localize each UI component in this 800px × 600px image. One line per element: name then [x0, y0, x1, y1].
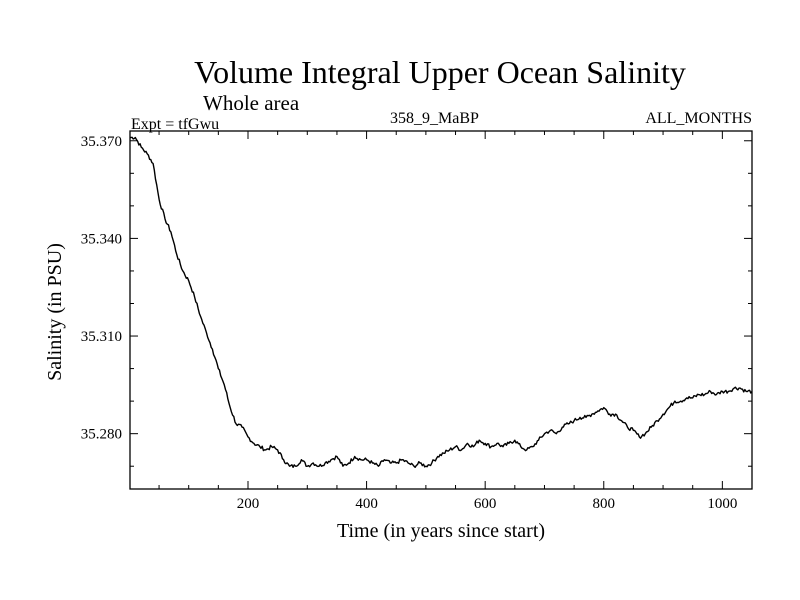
- y-tick-label: 35.310: [81, 329, 122, 345]
- run-label: 358_9_MaBP: [390, 110, 479, 127]
- x-tick-label: 800: [593, 496, 616, 512]
- y-axis-label: Salinity (in PSU): [44, 243, 66, 381]
- y-tick-label: 35.280: [81, 427, 122, 443]
- chart-subtitle: Whole area: [203, 91, 300, 115]
- x-tick-label: 400: [355, 496, 378, 512]
- chart-title: Volume Integral Upper Ocean Salinity: [194, 54, 686, 90]
- y-tick-label: 35.340: [81, 231, 122, 247]
- expt-label: Expt = tfGwu: [131, 116, 220, 133]
- salinity-series-line: [130, 136, 753, 468]
- y-tick-label: 35.370: [81, 134, 122, 150]
- x-tick-label: 1000: [707, 496, 737, 512]
- months-label: ALL_MONTHS: [645, 110, 752, 127]
- plot-frame: [129, 130, 753, 490]
- x-axis-label: Time (in years since start): [337, 520, 545, 542]
- x-tick-label: 600: [474, 496, 497, 512]
- x-tick-label: 200: [237, 496, 260, 512]
